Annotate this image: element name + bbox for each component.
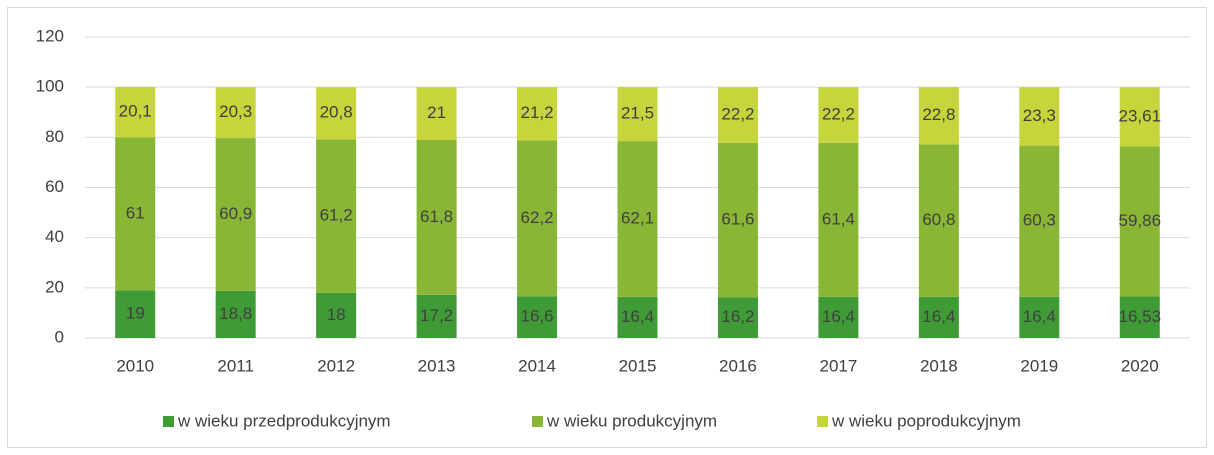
bar-segment xyxy=(517,140,558,297)
data-label: 61 xyxy=(126,203,145,222)
data-label: 62,2 xyxy=(520,208,553,227)
bar-segment xyxy=(1019,145,1060,297)
data-label: 20,8 xyxy=(320,103,353,122)
bar-segment xyxy=(416,294,457,338)
bar-segment xyxy=(1019,296,1060,338)
bar-segment xyxy=(717,87,758,143)
data-label: 22,2 xyxy=(822,104,855,123)
bar-segment xyxy=(416,139,457,295)
bar-segment xyxy=(717,142,758,298)
bar-segment xyxy=(617,87,658,142)
x-tick-label: 2015 xyxy=(619,356,657,375)
bar-segment xyxy=(115,290,156,338)
bar-segment xyxy=(316,139,357,293)
data-label: 16,2 xyxy=(721,307,754,326)
data-label: 61,8 xyxy=(420,207,453,226)
data-label: 17,2 xyxy=(420,306,453,325)
x-tick-label: 2014 xyxy=(518,356,556,375)
data-label: 60,9 xyxy=(219,204,252,223)
data-label: 20,3 xyxy=(219,102,252,121)
data-label: 61,6 xyxy=(721,210,754,229)
bar-segment xyxy=(1119,146,1160,297)
data-label: 16,4 xyxy=(1023,307,1056,326)
x-tick-label: 2013 xyxy=(418,356,456,375)
y-tick-label: 60 xyxy=(45,177,64,196)
bar-segment xyxy=(617,141,658,297)
y-tick-label: 40 xyxy=(45,227,64,246)
data-label: 21,2 xyxy=(520,103,553,122)
data-label: 22,2 xyxy=(721,104,754,123)
bar-segment xyxy=(215,138,256,291)
bar-segment xyxy=(918,87,959,145)
x-tick-label: 2011 xyxy=(217,356,254,375)
bar-segment xyxy=(115,137,156,291)
x-tick-label: 2017 xyxy=(819,356,857,375)
legend-swatch xyxy=(163,416,174,427)
bar-segment xyxy=(316,292,357,338)
data-label: 16,4 xyxy=(922,307,955,326)
x-tick-label: 2010 xyxy=(116,356,154,375)
data-label: 20,1 xyxy=(119,102,152,121)
data-label: 61,4 xyxy=(822,209,855,228)
legend-label: w wieku przedprodukcyjnym xyxy=(177,411,391,430)
data-label: 18,8 xyxy=(219,304,252,323)
data-label: 16,6 xyxy=(520,307,553,326)
bar-segment xyxy=(1119,87,1160,147)
bar-segment xyxy=(517,296,558,338)
bar-segment xyxy=(617,296,658,338)
legend-label: w wieku poprodukcyjnym xyxy=(831,411,1021,430)
bar-segment xyxy=(215,290,256,338)
x-tick-label: 2018 xyxy=(920,356,958,375)
data-label: 19 xyxy=(126,304,145,323)
bar-segment xyxy=(818,142,859,297)
data-label: 60,3 xyxy=(1023,211,1056,230)
data-label: 21 xyxy=(427,103,446,122)
bar-segment xyxy=(416,87,457,140)
y-tick-label: 20 xyxy=(45,277,64,296)
legend-swatch xyxy=(817,416,828,427)
bar-segment xyxy=(517,87,558,141)
data-label: 16,53 xyxy=(1118,307,1161,326)
bar-segment xyxy=(316,87,357,140)
data-label: 61,2 xyxy=(320,206,353,225)
bar-segment xyxy=(215,87,256,139)
data-label: 16,4 xyxy=(621,307,654,326)
data-label: 23,61 xyxy=(1118,106,1161,125)
data-label: 18 xyxy=(327,305,346,324)
data-label: 22,8 xyxy=(922,105,955,124)
legend-swatch xyxy=(532,416,543,427)
y-tick-label: 0 xyxy=(55,327,64,346)
bar-segment xyxy=(115,86,156,138)
data-label: 60,8 xyxy=(922,210,955,229)
data-label: 16,4 xyxy=(822,307,855,326)
x-tick-label: 2016 xyxy=(719,356,757,375)
bar-segment xyxy=(717,297,758,338)
data-label: 59,86 xyxy=(1118,211,1161,230)
bar-segment xyxy=(818,296,859,338)
bar-segment xyxy=(818,87,859,143)
bar-segment xyxy=(1119,296,1160,338)
x-tick-label: 2020 xyxy=(1121,356,1159,375)
y-tick-label: 120 xyxy=(36,26,64,45)
x-tick-label: 2012 xyxy=(317,356,355,375)
data-label: 21,5 xyxy=(621,104,654,123)
data-label: 62,1 xyxy=(621,208,654,227)
y-tick-label: 80 xyxy=(45,127,64,146)
bar-segment xyxy=(1019,87,1060,146)
x-tick-label: 2019 xyxy=(1020,356,1058,375)
y-tick-label: 100 xyxy=(36,77,64,96)
bar-segment xyxy=(918,144,959,297)
chart-border xyxy=(7,7,1207,448)
bar-segment xyxy=(918,296,959,338)
data-label: 23,3 xyxy=(1023,106,1056,125)
legend-label: w wieku produkcyjnym xyxy=(546,411,717,430)
